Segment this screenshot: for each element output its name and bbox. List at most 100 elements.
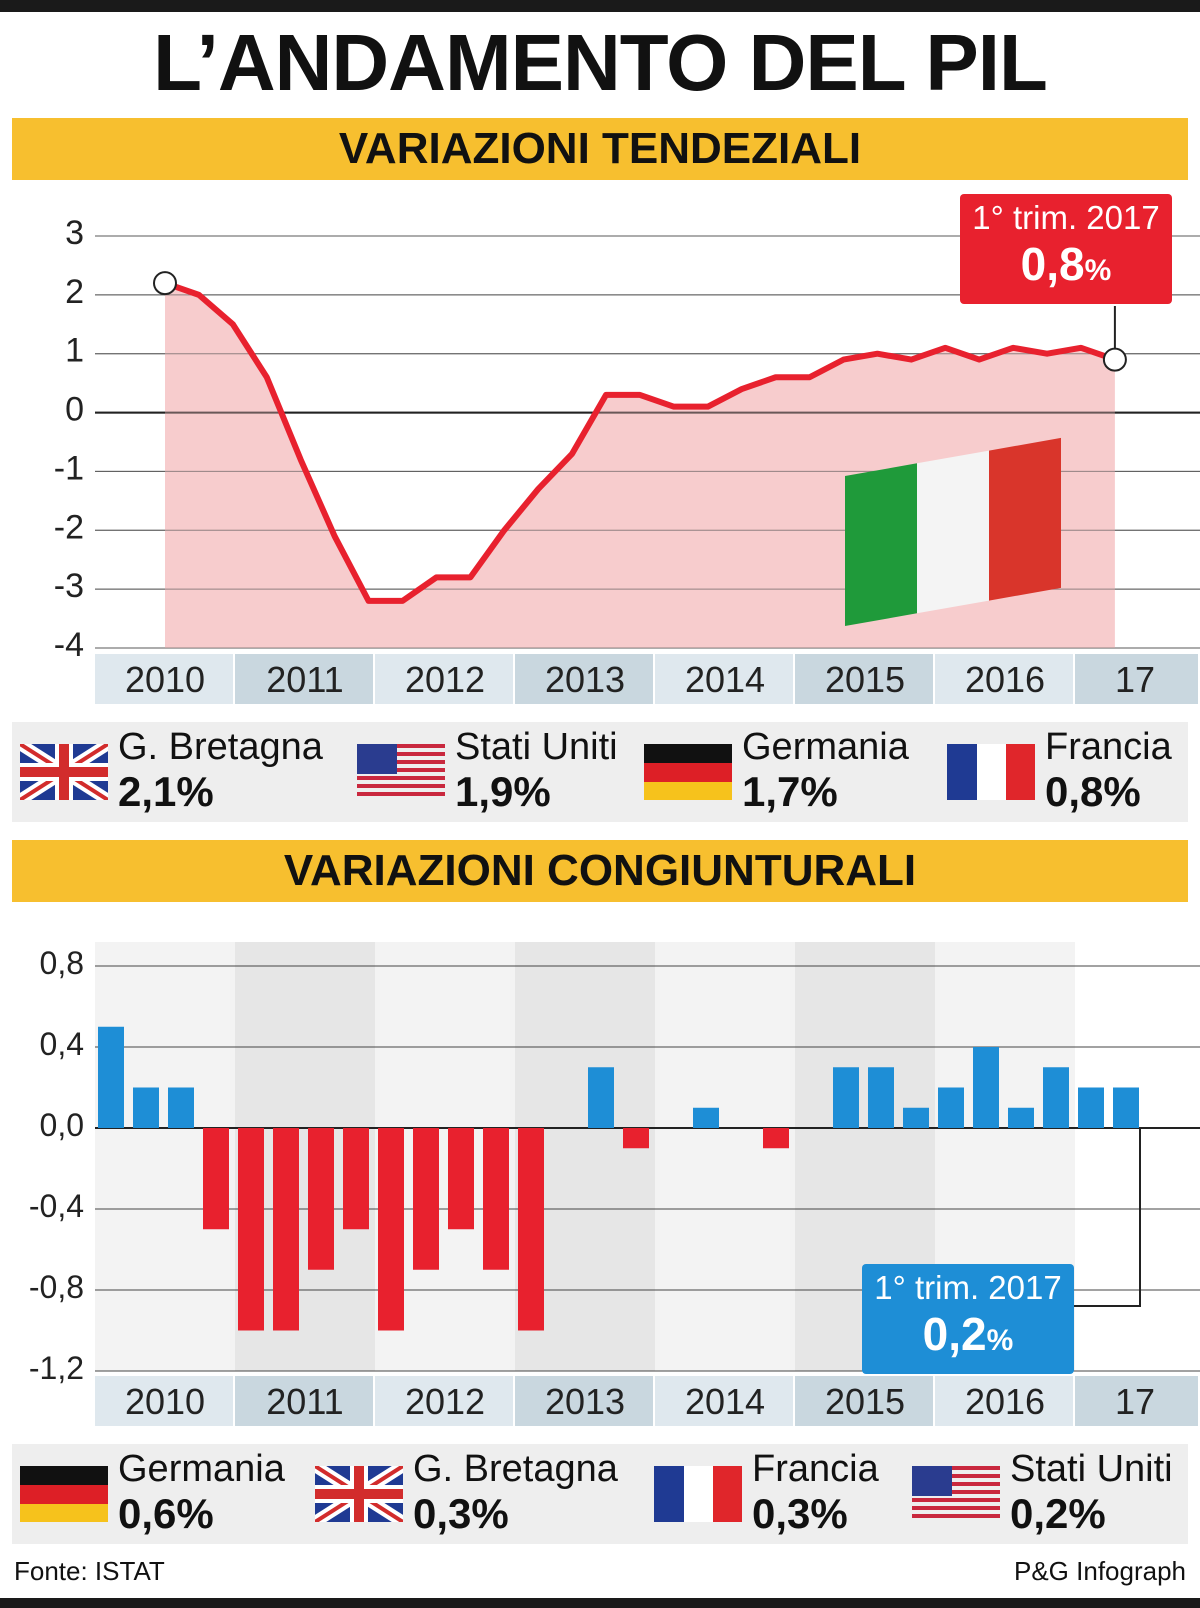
x-band-cell xyxy=(515,654,653,704)
year-shade xyxy=(655,942,795,1371)
x-tick-label: 2014 xyxy=(685,659,765,700)
series-line xyxy=(164,280,1116,604)
flag-green-stripe xyxy=(845,463,917,626)
callout-top-date: 1° trim. 2017 xyxy=(972,199,1160,236)
x-tick-label: 2016 xyxy=(965,1381,1045,1422)
x-tick-label: 2010 xyxy=(125,659,205,700)
data-point-marker xyxy=(153,271,177,296)
y-tick-label: 0,0 xyxy=(40,1107,84,1143)
bar xyxy=(518,1128,544,1331)
x-band-cell xyxy=(655,654,793,704)
us-flag-icon xyxy=(357,744,445,800)
bar xyxy=(623,1128,649,1149)
legend-country-value: 0,3% xyxy=(752,1490,848,1537)
us-stripe xyxy=(912,1506,1000,1510)
legend-country-name: Stati Uniti xyxy=(455,726,618,768)
callout-bottom-value: 0,2 xyxy=(922,1308,987,1360)
de-black xyxy=(644,744,732,763)
y-tick-label: 3 xyxy=(65,214,84,252)
fr-white xyxy=(684,1466,713,1522)
legend-country-name: Francia xyxy=(752,1448,879,1490)
us-stripe xyxy=(357,768,445,772)
bar xyxy=(168,1087,194,1128)
callout-bottom-date: 1° trim. 2017 xyxy=(874,1269,1062,1306)
callout-top-value: 0,8 xyxy=(1020,238,1085,290)
de-gold xyxy=(20,1504,108,1522)
top-rule xyxy=(0,0,1200,12)
legend-country-name: G. Bretagna xyxy=(118,726,323,768)
de-red xyxy=(20,1485,108,1504)
x-tick-label: 2016 xyxy=(965,659,1045,700)
legend-tendenziali: G. Bretagna 2,1% Stati Uniti 1,9% Germania 1,… xyxy=(12,722,1188,822)
x-tick-label: 17 xyxy=(1115,659,1155,700)
x-band-cell xyxy=(935,654,1073,704)
y-tick-label: -0,8 xyxy=(29,1269,84,1305)
fr-white xyxy=(977,744,1006,800)
legend-country-value: 0,2% xyxy=(1010,1490,1106,1537)
legend-country-name: Francia xyxy=(1045,726,1172,768)
x-band-cell xyxy=(235,654,373,704)
y-tick-label: -1 xyxy=(54,449,84,487)
bar xyxy=(1043,1067,1069,1128)
bar xyxy=(693,1107,719,1128)
de-flag-icon xyxy=(644,744,732,800)
x-band-cell xyxy=(1075,654,1198,704)
uk-cross-h-red xyxy=(20,767,108,777)
uk-flag-icon xyxy=(16,738,112,806)
bar xyxy=(868,1067,894,1128)
bar xyxy=(483,1128,509,1270)
bar xyxy=(133,1087,159,1128)
y-tick-label: 1 xyxy=(65,332,84,370)
callout-connector xyxy=(1074,1128,1141,1307)
x-tick-label: 2012 xyxy=(405,1381,485,1422)
us-stripe xyxy=(912,1466,1000,1470)
x-band-cell xyxy=(515,1376,653,1426)
fr-red xyxy=(1006,744,1035,800)
bar xyxy=(588,1067,614,1128)
us-stripe xyxy=(912,1474,1000,1478)
y-tick-label: -2 xyxy=(54,508,84,546)
us-canton xyxy=(912,1466,952,1496)
legend-country-value: 0,8% xyxy=(1045,768,1141,815)
bar xyxy=(938,1087,964,1128)
flag-red-stripe xyxy=(989,437,1061,601)
bar xyxy=(378,1128,404,1331)
legend-congiunturali: Germania 0,6% G. Bretagna 0,3% Francia 0,3% St… xyxy=(12,1444,1188,1544)
y-tick-label: 2 xyxy=(65,273,84,311)
x-band-cell xyxy=(235,1376,373,1426)
x-tick-label: 2015 xyxy=(825,659,905,700)
x-band-cell xyxy=(95,654,233,704)
x-band-cell xyxy=(375,654,513,704)
legend-country-value: 1,7% xyxy=(742,768,838,815)
x-tick-label: 2010 xyxy=(125,1381,205,1422)
bar xyxy=(308,1128,334,1270)
bar xyxy=(833,1067,859,1128)
x-tick-label: 2011 xyxy=(266,659,343,700)
fr-red xyxy=(713,1466,742,1522)
callout-bottom-unit: % xyxy=(986,1324,1014,1357)
callout-bottom: 1° trim. 2017 0,2% xyxy=(862,1264,1074,1374)
x-band-cell xyxy=(655,1376,793,1426)
legend-country-value: 2,1% xyxy=(118,768,214,815)
page-title: L’ANDAMENTO DEL PIL xyxy=(153,18,1048,107)
credit-note: P&G Infograph xyxy=(1014,1556,1186,1586)
bar xyxy=(343,1128,369,1230)
de-red xyxy=(644,763,732,782)
us-stripe xyxy=(357,784,445,788)
us-stripe xyxy=(912,1482,1000,1486)
bar xyxy=(273,1128,299,1331)
legend-country-name: G. Bretagna xyxy=(413,1448,618,1490)
callout-top-unit: % xyxy=(1084,254,1112,287)
us-stripe xyxy=(357,792,445,796)
bar xyxy=(903,1107,929,1128)
fr-flag-icon xyxy=(947,744,1035,800)
us-stripe xyxy=(912,1490,1000,1494)
de-flag-icon xyxy=(20,1466,108,1522)
legend-country-value: 0,3% xyxy=(413,1490,509,1537)
y-tick-label: -1,2 xyxy=(29,1350,84,1386)
bar xyxy=(973,1047,999,1128)
x-tick-label: 2012 xyxy=(405,659,485,700)
callout-top: 1° trim. 2017 0,8% xyxy=(960,194,1172,304)
legend-country-value: 1,9% xyxy=(455,768,551,815)
